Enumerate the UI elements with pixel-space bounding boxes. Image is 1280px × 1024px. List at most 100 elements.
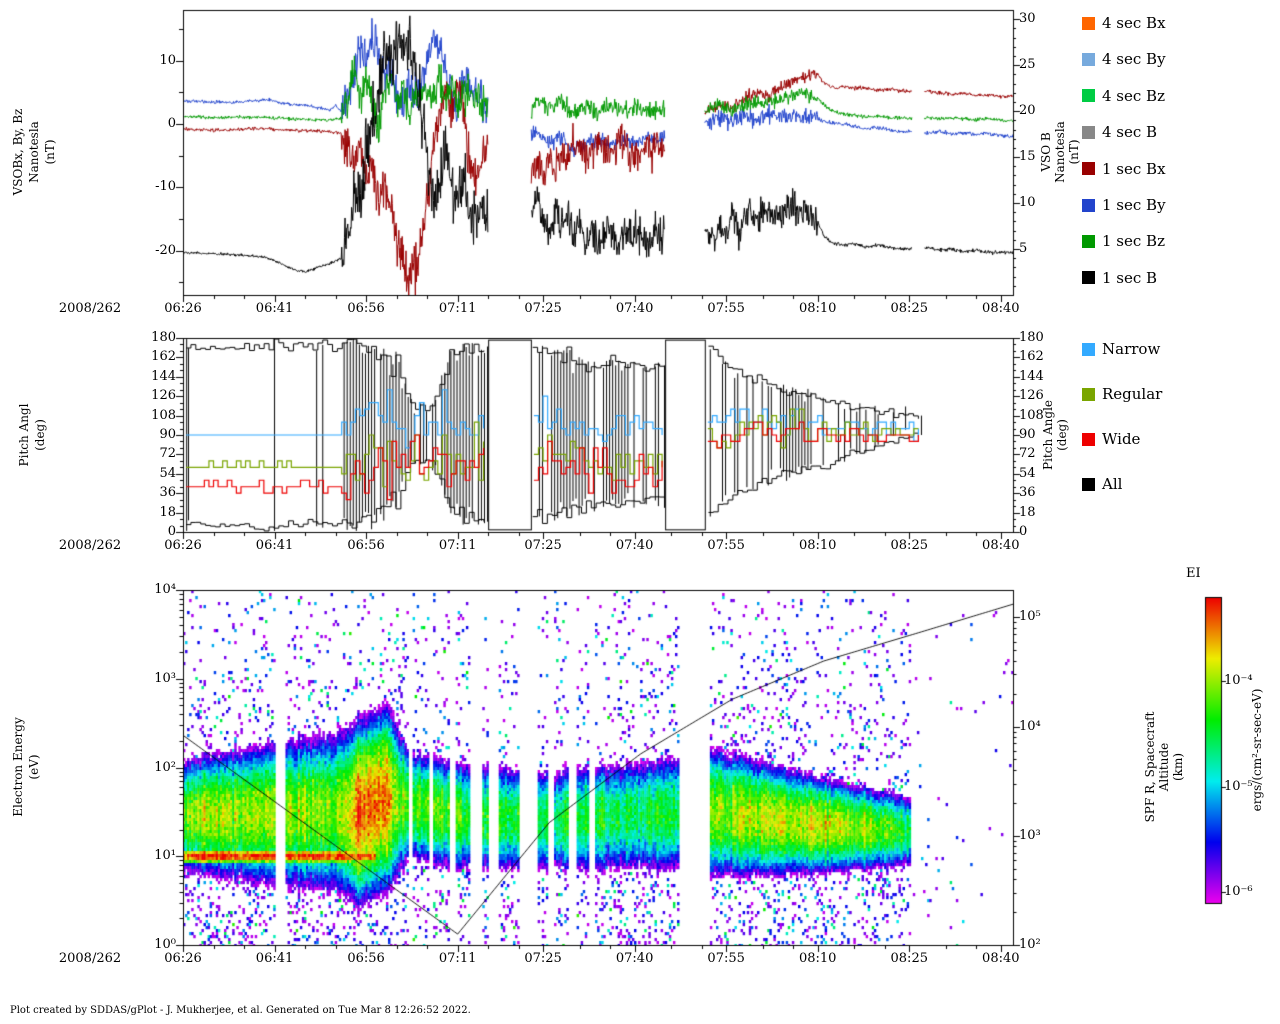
mag-y-tick-label: 10 [159, 52, 176, 68]
legend-swatch [1082, 52, 1095, 66]
mag-right-tick-label: 15 [1019, 149, 1036, 165]
legend-swatch [1082, 162, 1095, 176]
legend-label: 4 sec B [1102, 123, 1158, 142]
footer-credit: Plot created by SDDAS/gPlot - J. Mukherj… [10, 1005, 471, 1016]
pitch-y-tick-label: 162 [151, 349, 176, 365]
legend-swatch [1082, 234, 1095, 248]
altitude-tick-label: 10² [1019, 937, 1041, 952]
mag-right-tick-label: 5 [1019, 241, 1028, 257]
legend-label: Wide [1102, 430, 1141, 448]
legend-swatch [1082, 271, 1095, 285]
legend-label: 1 sec Bx [1102, 159, 1166, 178]
pitch-y-tick-label: 108 [151, 407, 176, 423]
legend-label: 4 sec By [1102, 50, 1166, 69]
legend-item-4-sec-bx: 4 sec Bx [1082, 14, 1166, 32]
legend-item-regular: Regular [1082, 385, 1162, 403]
altitude-tick-label: 10⁵ [1019, 609, 1041, 625]
legend-label: 1 sec By [1102, 196, 1166, 214]
pitch-right-tick-label: 162 [1019, 349, 1044, 365]
legend-item-4-sec-bz: 4 sec Bz [1082, 87, 1165, 105]
time-tick-label: 08:40 [982, 951, 1020, 966]
pitch-right-axis-title-line-1: Pitch Angle [1041, 399, 1055, 471]
energy-y-tick-label: 10⁰ [154, 937, 176, 952]
colorbar-tick-label: 10⁻⁶ [1224, 884, 1253, 900]
colorbar-tick-label: 10⁻⁵ [1224, 778, 1253, 794]
pitch-right-tick-label: 72 [1019, 446, 1036, 462]
time-tick-label: 08:25 [890, 301, 928, 316]
pitch-y-tick-label: 36 [159, 485, 176, 501]
legend-label: 4 sec Bx [1102, 14, 1166, 32]
mag-y-tick-label: 0 [167, 116, 176, 131]
time-tick-label: 07:40 [615, 301, 654, 316]
mag-right-tick-label: 25 [1019, 57, 1036, 73]
pitch-y-tick-label: 90 [159, 427, 176, 442]
time-tick-label: 07:11 [438, 538, 477, 553]
mag-y-tick-label: -10 [155, 179, 176, 195]
time-tick-label: 06:56 [347, 538, 385, 553]
energy-y-tick-label: 10¹ [154, 848, 176, 864]
legend-label: 1 sec Bz [1102, 232, 1165, 251]
time-tick-label: 08:25 [890, 538, 928, 553]
legend-item-1-sec-b: 1 sec B [1082, 269, 1157, 287]
pitch-y-tick-label: 72 [159, 446, 176, 462]
legend-item-all: All [1082, 475, 1122, 493]
pitch-right-tick-label: 108 [1019, 407, 1044, 423]
pitch-y-tick-label: 180 [151, 330, 176, 345]
mag-date-label: 2008/262 [58, 301, 122, 316]
pitch-y-tick-label: 126 [151, 388, 176, 404]
legend-swatch [1082, 89, 1095, 103]
pitch-y-axis-title-line-2: (deg) [33, 419, 47, 451]
mag-right-axis-title-line-1: VSO B [1039, 132, 1053, 172]
colorbar-tick-label: 10⁻⁴ [1224, 673, 1253, 689]
time-tick-label: 07:55 [707, 301, 745, 316]
time-tick-label: 08:10 [798, 538, 837, 553]
mag-y-axis-title-line-1: VSOBx, By, Bz [11, 108, 25, 196]
pitch-y-axis-title-line-1: Pitch Angl [17, 403, 31, 467]
time-tick-label: 06:41 [255, 538, 294, 553]
pitch-y-tick-label: 18 [159, 504, 176, 520]
altitude-axis-title-line-3: (km) [1171, 752, 1185, 782]
time-tick-label: 07:25 [524, 538, 562, 553]
altitude-tick-label: 10³ [1019, 827, 1041, 843]
time-tick-label: 07:40 [615, 538, 654, 553]
legend-item-1-sec-bx: 1 sec Bx [1082, 160, 1166, 178]
time-tick-label: 07:55 [707, 538, 745, 553]
legend-swatch [1082, 477, 1095, 491]
legend-item-1-sec-by: 1 sec By [1082, 196, 1166, 214]
legend-swatch [1082, 432, 1095, 446]
time-tick-label: 06:41 [255, 301, 294, 316]
time-tick-label: 08:10 [798, 301, 837, 316]
time-tick-label: 07:40 [615, 951, 654, 966]
pitch-right-tick-label: 126 [1019, 388, 1044, 404]
pitch-y-tick-label: 0 [167, 524, 176, 539]
legend-item-wide: Wide [1082, 430, 1140, 448]
altitude-tick-label: 10⁴ [1019, 718, 1041, 734]
time-tick-label: 08:40 [982, 538, 1020, 553]
mag-right-tick-label: 20 [1019, 103, 1036, 119]
legend-label: 1 sec B [1102, 268, 1158, 287]
pitch-right-tick-label: 180 [1019, 330, 1044, 345]
altitude-axis-title-line-2: Altitude [1157, 742, 1171, 792]
time-tick-label: 08:40 [982, 301, 1020, 316]
legend-swatch [1082, 342, 1095, 356]
legend-swatch [1082, 125, 1095, 139]
pitch-right-axis-title-line-2: (deg) [1055, 419, 1069, 451]
time-tick-label: 06:41 [255, 951, 294, 966]
legend-label: 4 sec Bz [1102, 86, 1165, 105]
pitch-right-tick-label: 54 [1019, 465, 1036, 481]
energy-y-axis-title-line-2: (eV) [27, 754, 41, 780]
legend-label: All [1102, 475, 1123, 493]
legend-label: Narrow [1102, 340, 1161, 358]
time-tick-label: 06:56 [347, 951, 385, 966]
legend-item-narrow: Narrow [1082, 340, 1160, 358]
time-tick-label: 06:26 [164, 301, 202, 316]
time-tick-label: 07:11 [438, 951, 477, 966]
pitch-y-tick-label: 54 [159, 465, 176, 481]
time-tick-label: 08:25 [890, 951, 928, 966]
time-tick-label: 06:26 [164, 951, 202, 966]
legend-label: Regular [1102, 385, 1163, 403]
pitch-right-tick-label: 36 [1019, 485, 1036, 501]
